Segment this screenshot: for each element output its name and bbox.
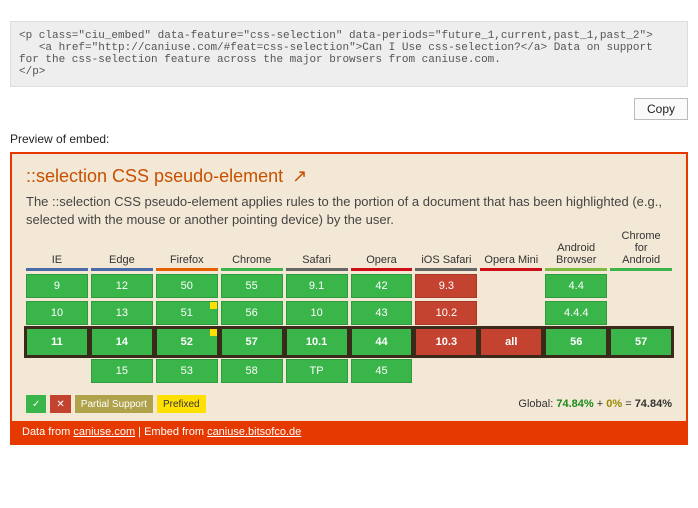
cell-empty <box>26 359 88 383</box>
cell-opera-past_1[interactable]: 43 <box>351 301 413 325</box>
cell-android-past_1[interactable]: 4.4.4 <box>545 301 607 325</box>
cell-ios-current[interactable]: 10.3 <box>415 328 477 356</box>
legend-supported: ✓ <box>26 395 46 413</box>
cell-edge-current[interactable]: 14 <box>91 328 153 356</box>
cell-ie-current[interactable]: 11 <box>26 328 88 356</box>
feature-title-text: ::selection CSS pseudo-element <box>26 166 283 186</box>
cell-empty <box>480 274 542 298</box>
cell-android-current[interactable]: 56 <box>545 328 607 356</box>
cell-ios-past_1[interactable]: 10.2 <box>415 301 477 325</box>
embed-code-snippet: <p class="ciu_embed" data-feature="css-s… <box>10 21 688 87</box>
external-link-icon: ↗ <box>292 166 307 186</box>
cell-firefox-future_1[interactable]: 53 <box>156 359 218 383</box>
legend-unsupported: ✕ <box>50 395 70 413</box>
support-grid: IE 9 10 11 Edge 12 13 14 15 Firefox 50 51 52 53 Chrome… <box>26 241 672 383</box>
cell-ie-past_2[interactable]: 9 <box>26 274 88 298</box>
cell-chrand-current[interactable]: 57 <box>610 328 672 356</box>
cell-operamini-current[interactable]: all <box>480 328 542 356</box>
cell-empty <box>415 359 477 383</box>
caniuse-embed: ::selection CSS pseudo-element ↗ The ::s… <box>10 152 688 445</box>
cell-ios-past_2[interactable]: 9.3 <box>415 274 477 298</box>
footer-link-bitsofcode[interactable]: caniuse.bitsofco.de <box>207 426 301 438</box>
browser-header-firefox: Firefox <box>156 241 218 271</box>
cell-chrome-past_1[interactable]: 56 <box>221 301 283 325</box>
cell-edge-past_2[interactable]: 12 <box>91 274 153 298</box>
preview-label: Preview of embed: <box>10 132 688 146</box>
legend-partial: Partial Support <box>75 395 153 413</box>
browser-header-chrome: Chrome <box>221 241 283 271</box>
cell-opera-future_1[interactable]: 45 <box>351 359 413 383</box>
browser-header-opera: Opera <box>351 241 413 271</box>
legend: ✓ ✕ Partial Support Prefixed Global: 74.… <box>26 395 672 413</box>
cell-empty <box>480 301 542 325</box>
cell-opera-past_2[interactable]: 42 <box>351 274 413 298</box>
cell-chrome-current[interactable]: 57 <box>221 328 283 356</box>
feature-title[interactable]: ::selection CSS pseudo-element ↗ <box>26 166 672 187</box>
feature-description: The ::selection CSS pseudo-element appli… <box>26 193 672 229</box>
cell-ie-past_1[interactable]: 10 <box>26 301 88 325</box>
browser-header-android: Android Browser <box>545 241 607 271</box>
cell-safari-past_1[interactable]: 10 <box>286 301 348 325</box>
cell-safari-future_1[interactable]: TP <box>286 359 348 383</box>
cell-empty <box>610 274 672 298</box>
cell-safari-past_2[interactable]: 9.1 <box>286 274 348 298</box>
browser-header-operamini: Opera Mini <box>480 241 542 271</box>
browser-header-chrand: Chrome for Android <box>610 241 672 271</box>
global-stats: Global: 74.84% + 0% = 74.84% <box>518 398 672 410</box>
embed-footer: Data from caniuse.com | Embed from caniu… <box>12 421 686 443</box>
cell-edge-future_1[interactable]: 15 <box>91 359 153 383</box>
browser-header-ios: iOS Safari <box>415 241 477 271</box>
cell-empty <box>610 301 672 325</box>
cell-opera-current[interactable]: 44 <box>351 328 413 356</box>
cell-edge-past_1[interactable]: 13 <box>91 301 153 325</box>
cell-chrome-future_1[interactable]: 58 <box>221 359 283 383</box>
cell-android-past_2[interactable]: 4.4 <box>545 274 607 298</box>
cell-safari-current[interactable]: 10.1 <box>286 328 348 356</box>
copy-button[interactable]: Copy <box>634 98 688 120</box>
cell-firefox-past_1[interactable]: 51 <box>156 301 218 325</box>
browser-header-edge: Edge <box>91 241 153 271</box>
footer-link-caniuse[interactable]: caniuse.com <box>73 426 135 438</box>
browser-header-ie: IE <box>26 241 88 271</box>
cell-empty <box>545 359 607 383</box>
cell-chrome-past_2[interactable]: 55 <box>221 274 283 298</box>
cell-firefox-past_2[interactable]: 50 <box>156 274 218 298</box>
browser-header-safari: Safari <box>286 241 348 271</box>
legend-prefixed: Prefixed <box>157 395 206 413</box>
cell-firefox-current[interactable]: 52 <box>156 328 218 356</box>
cell-empty <box>610 359 672 383</box>
cell-empty <box>480 359 542 383</box>
